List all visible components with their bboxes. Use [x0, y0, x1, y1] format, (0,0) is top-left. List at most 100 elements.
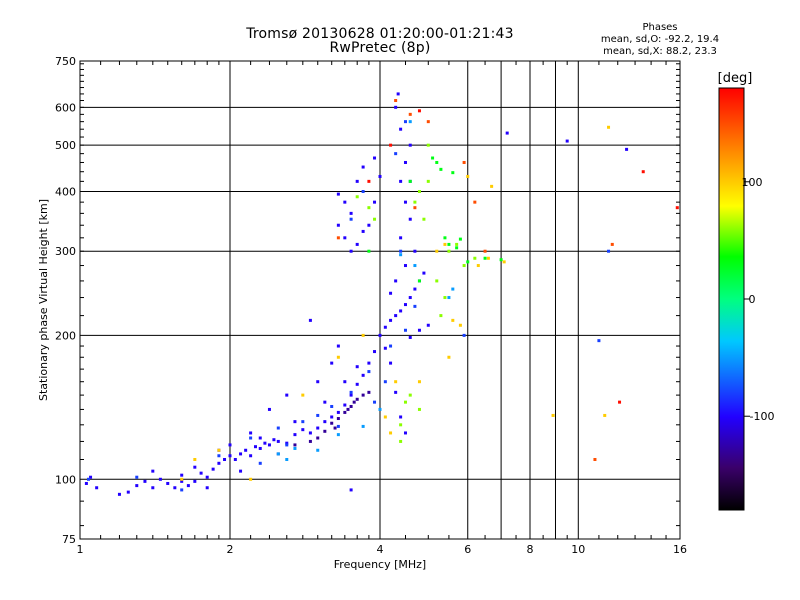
data-point [373, 350, 377, 354]
data-point [439, 314, 443, 318]
data-point [610, 242, 614, 246]
data-point [435, 279, 439, 283]
data-point [413, 249, 417, 253]
y-axis-label: Stationary phase Virtual Height [km] [37, 199, 50, 401]
data-point [426, 179, 430, 183]
data-point [675, 206, 679, 210]
data-point [565, 139, 569, 143]
y-tick-label: 300 [55, 245, 76, 258]
data-point [199, 471, 203, 475]
y-tick-label: 750 [55, 55, 76, 68]
data-point [349, 211, 353, 215]
data-point [490, 184, 494, 188]
y-tick-label: 75 [62, 533, 76, 546]
data-point [447, 355, 451, 359]
data-point [451, 287, 455, 291]
data-point [173, 486, 177, 490]
plot-frame [79, 60, 681, 540]
data-point [330, 421, 334, 425]
data-point [483, 256, 487, 260]
data-point [383, 415, 387, 419]
data-point [447, 242, 451, 246]
data-point [403, 400, 407, 404]
data-point [426, 120, 430, 124]
data-point [625, 147, 629, 151]
data-point [343, 410, 347, 414]
data-point [205, 486, 209, 490]
data-point [239, 469, 243, 473]
data-point [193, 465, 197, 469]
data-point [607, 125, 611, 129]
x-tick-label: 10 [571, 543, 585, 556]
data-point [316, 380, 320, 384]
data-point [505, 131, 509, 135]
data-point [399, 127, 403, 131]
data-point [399, 253, 403, 257]
data-point [447, 249, 451, 253]
y-tick-label: 400 [55, 185, 76, 198]
data-point [308, 431, 312, 435]
data-point [451, 171, 455, 175]
data-point [466, 174, 470, 178]
data-point [408, 143, 412, 147]
data-point [336, 192, 340, 196]
data-point [336, 236, 340, 240]
data-point [367, 179, 371, 183]
data-point [403, 200, 407, 204]
data-point [330, 361, 334, 365]
x-tick-label: 8 [527, 543, 534, 556]
x-tick-label: 2 [227, 543, 234, 556]
data-point [466, 260, 470, 264]
colorbar-tick-label: 100 [742, 176, 763, 189]
data-point [276, 426, 280, 430]
data-point [413, 206, 417, 210]
data-point [316, 413, 320, 417]
data-point [323, 420, 327, 424]
data-point [95, 486, 99, 490]
data-point [361, 333, 365, 337]
x-tick-label: 6 [464, 543, 471, 556]
data-point [413, 287, 417, 291]
y-tick-label: 500 [55, 139, 76, 152]
data-point [378, 174, 382, 178]
colorbar-tick-label: 0 [749, 293, 756, 306]
data-point [361, 393, 365, 397]
data-point [151, 469, 155, 473]
y-tick-label: 100 [55, 473, 76, 486]
data-point [336, 424, 340, 428]
colorbar [718, 87, 745, 511]
data-point [451, 318, 455, 322]
colorbar-unit-label: [deg] [718, 71, 753, 86]
data-point [193, 479, 197, 483]
data-point [355, 382, 359, 386]
data-point [349, 393, 353, 397]
data-point [276, 452, 280, 456]
data-point [126, 490, 130, 494]
data-point [361, 189, 365, 193]
data-point [403, 120, 407, 124]
data-point [211, 467, 215, 471]
data-point [330, 415, 334, 419]
data-point [455, 246, 459, 250]
data-point [399, 423, 403, 427]
data-point [417, 328, 421, 332]
data-point [316, 426, 320, 430]
data-point [361, 373, 365, 377]
data-point [135, 475, 139, 479]
data-point [135, 484, 139, 488]
data-point [285, 441, 289, 445]
data-point [223, 457, 227, 461]
data-point [394, 279, 398, 283]
data-point [249, 454, 253, 458]
data-point [293, 433, 297, 437]
data-point [394, 105, 398, 109]
data-point [408, 179, 412, 183]
data-point [349, 249, 353, 253]
data-point [408, 296, 412, 300]
y-tick-label: 200 [55, 329, 76, 342]
data-point [458, 323, 462, 327]
data-point [403, 303, 407, 307]
data-point [399, 179, 403, 183]
data-point [396, 92, 400, 96]
chart-title: Tromsø 20130628 01:20:00-01:21:43 [246, 26, 514, 42]
